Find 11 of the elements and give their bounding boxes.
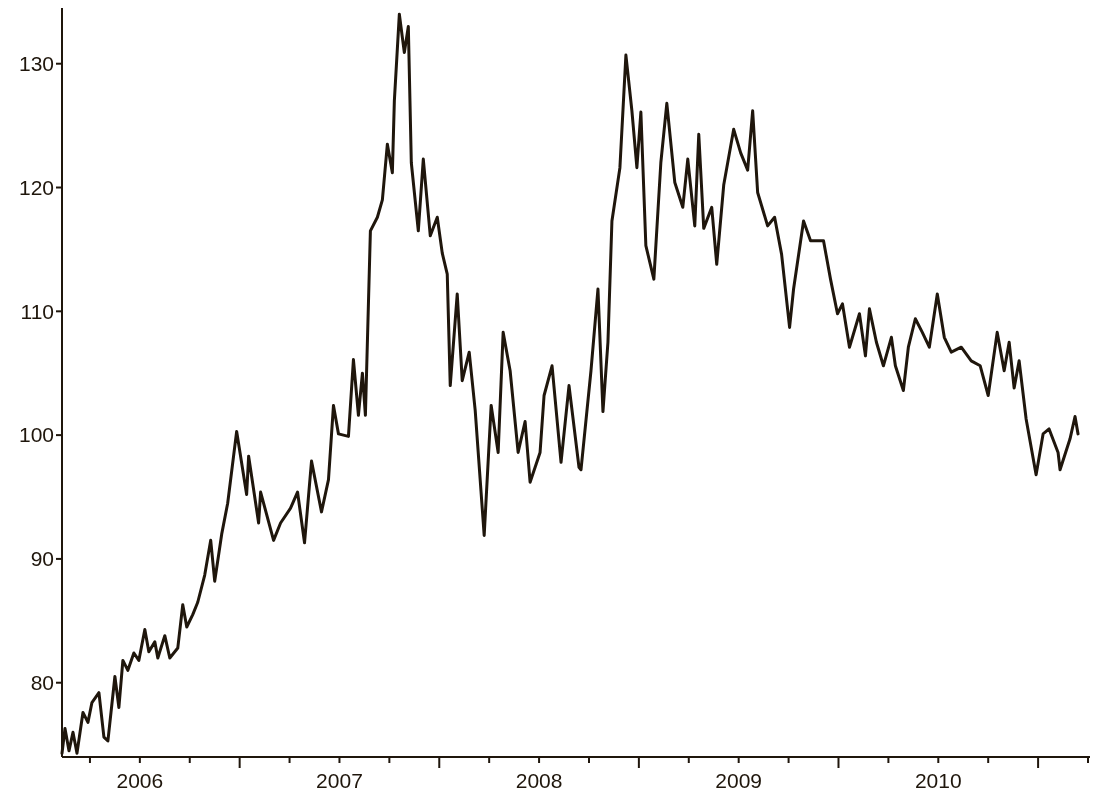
y-tick-label: 80 (30, 671, 54, 695)
y-tick-label: 90 (30, 547, 54, 571)
y-tick-label: 120 (18, 175, 54, 199)
x-tick-label: 2009 (715, 769, 763, 792)
x-tick-label: 2006 (116, 769, 164, 792)
x-tick-label: 2010 (914, 769, 962, 792)
y-tick-label: 110 (20, 299, 54, 323)
x-tick-label: 2007 (316, 769, 363, 792)
x-tick-label: 2008 (515, 769, 563, 792)
y-tick-label: 100 (18, 423, 54, 447)
y-tick-label: 130 (18, 52, 54, 76)
